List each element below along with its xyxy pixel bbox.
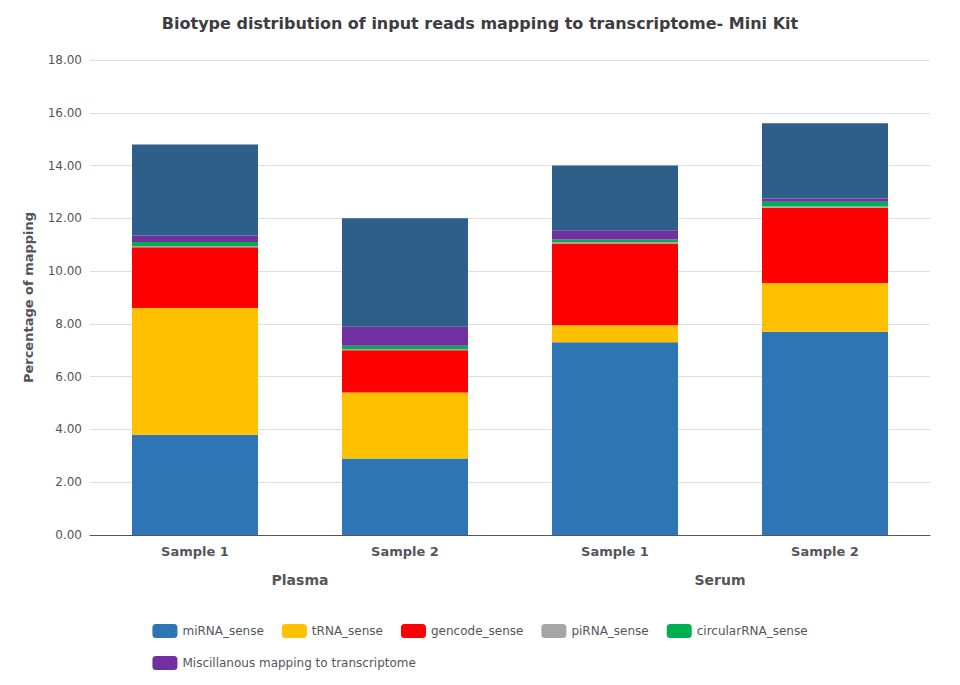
svg-text:4.00: 4.00: [55, 422, 82, 436]
svg-text:12.00: 12.00: [48, 211, 82, 225]
svg-text:Percentage of mapping: Percentage of mapping: [21, 212, 36, 383]
svg-text:6.00: 6.00: [55, 370, 82, 384]
svg-text:14.00: 14.00: [48, 159, 82, 173]
svg-text:2.00: 2.00: [55, 475, 82, 489]
svg-text:piRNA_sense: piRNA_sense: [571, 624, 648, 638]
svg-text:miRNA_sense: miRNA_sense: [182, 624, 263, 638]
svg-text:16.00: 16.00: [48, 106, 82, 120]
svg-text:0.00: 0.00: [55, 528, 82, 542]
svg-text:Plasma: Plasma: [272, 572, 329, 588]
svg-text:gencode_sense: gencode_sense: [431, 624, 523, 638]
svg-text:Miscillanous mapping to transc: Miscillanous mapping to transcriptome: [182, 656, 415, 670]
svg-text:Biotype distribution of input: Biotype distribution of input reads mapp…: [162, 14, 799, 33]
svg-text:8.00: 8.00: [55, 317, 82, 331]
svg-text:Sample 1: Sample 1: [161, 544, 229, 559]
svg-text:10.00: 10.00: [48, 264, 82, 278]
svg-text:Sample 1: Sample 1: [581, 544, 649, 559]
svg-text:Serum: Serum: [694, 572, 745, 588]
svg-text:tRNA_sense: tRNA_sense: [312, 624, 383, 638]
svg-text:Sample 2: Sample 2: [371, 544, 439, 559]
svg-text:Sample 2: Sample 2: [791, 544, 859, 559]
svg-text:18.00: 18.00: [48, 53, 82, 67]
svg-text:circularRNA_sense: circularRNA_sense: [697, 624, 808, 638]
